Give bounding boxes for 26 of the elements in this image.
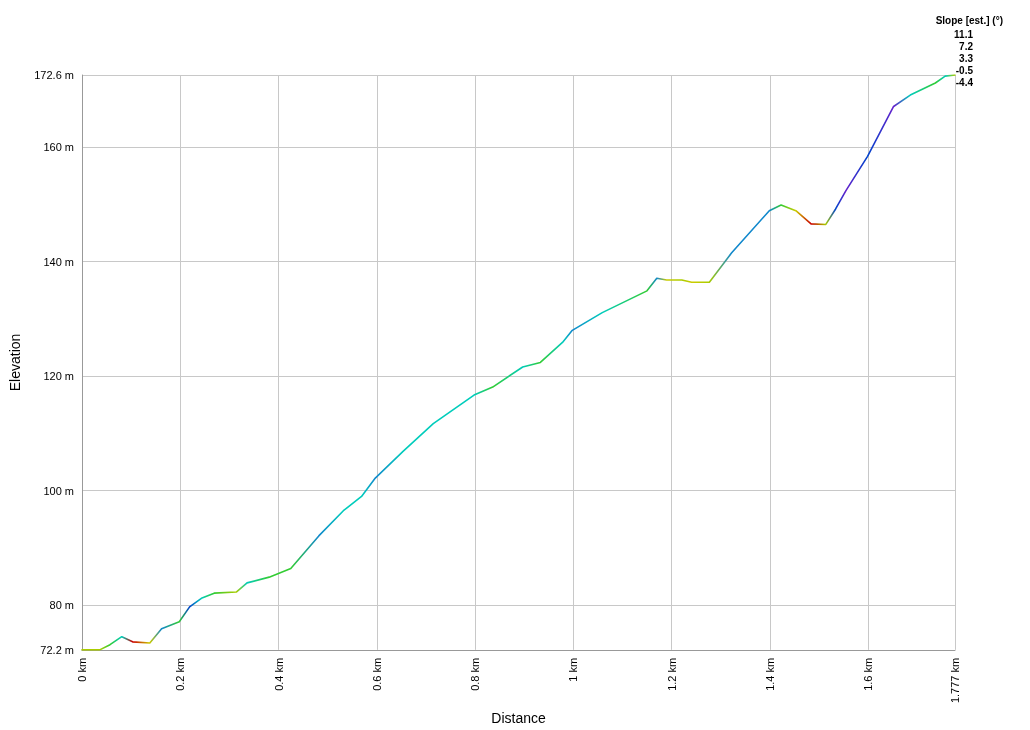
y-tick-label: 140 m [43,255,74,268]
text: -4.4 [955,76,974,88]
x-tick-label: 0.4 km [272,657,285,691]
y-axis-title: Elevation [7,333,23,392]
x-tick-label: 0 km [76,657,88,682]
x-tick-label: 1.6 km [862,657,875,691]
x-tick-label: 1.777 km [949,657,961,704]
line-series [81,74,956,651]
text: 3.3 [959,52,974,64]
text: 7.2 [959,40,974,52]
x-tick-label: 1.2 km [665,657,678,691]
y-tick-label: 80 m [49,599,74,612]
y-tick-label: 172.6 m [34,69,74,81]
x-tick-label: 0.6 km [370,657,383,691]
y-tick-label: 120 m [43,370,74,383]
x-tick-label: 1.4 km [763,657,776,691]
text: -0.5 [955,64,974,76]
y-tick-label: 100 m [43,484,74,497]
x-tick-label: 0.8 km [469,657,482,691]
x-axis-title: Distance [491,710,546,726]
x-tick-label: 0.2 km [174,657,187,691]
x-tick-label: 1 km [567,657,580,682]
y-tick-label: 72.2 m [40,643,74,656]
text: 11.1 [954,28,974,40]
y-tick-label: 160 m [43,141,74,154]
text: Slope [est.] (°) [935,14,1003,26]
